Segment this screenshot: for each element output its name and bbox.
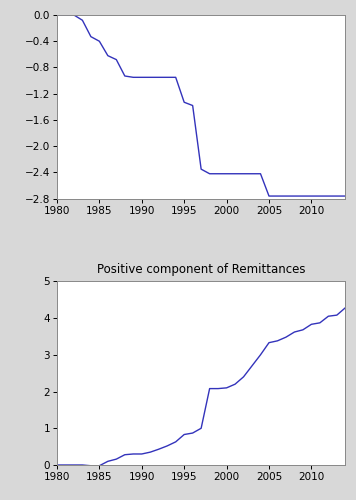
Title: Positive component of Remittances: Positive component of Remittances (97, 263, 305, 276)
